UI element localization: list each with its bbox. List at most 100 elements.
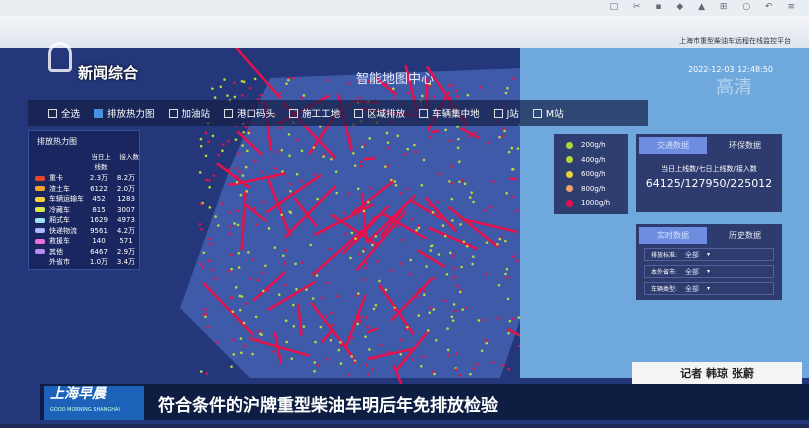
tab-realtime[interactable]: 实时数据 <box>639 227 707 244</box>
heat-point <box>278 293 281 296</box>
checkbox-icon[interactable] <box>169 109 178 118</box>
road-heat <box>432 131 439 133</box>
heat-point <box>430 306 433 309</box>
heat-point <box>373 157 376 160</box>
heat-point <box>261 171 264 174</box>
checkbox-icon[interactable] <box>354 109 363 118</box>
checkbox-icon[interactable] <box>494 109 503 118</box>
heat-point <box>242 131 245 134</box>
tab-traffic-data[interactable]: 交通数据 <box>639 137 707 154</box>
heat-point <box>340 344 343 347</box>
heat-point <box>211 268 214 271</box>
heat-point <box>200 138 203 141</box>
online-count: 6122 <box>85 185 113 193</box>
filter-select[interactable]: 本外省市:全部▾ <box>644 265 774 278</box>
heat-point <box>260 94 263 97</box>
heat-point <box>448 180 451 183</box>
heat-point <box>357 188 360 191</box>
heat-point <box>423 159 426 162</box>
browser-tool-icons[interactable]: □ ✂ ▪ ◆ ▲ ⊞ ○ ↶ ≡ <box>610 2 801 12</box>
heat-point <box>472 255 475 258</box>
heat-point <box>230 254 233 257</box>
legend-label: 1000g/h <box>581 199 610 207</box>
filter-checkbox[interactable]: J站 <box>494 106 519 120</box>
filter-checkbox[interactable]: 全选 <box>48 106 80 120</box>
heat-point <box>351 232 354 235</box>
filter-checkbox[interactable]: 加油站 <box>169 106 211 120</box>
heat-point <box>430 136 433 139</box>
total-count: 3.4万 <box>113 257 139 267</box>
heat-point <box>446 273 449 276</box>
heat-point <box>232 353 235 356</box>
heat-point <box>452 225 455 228</box>
heat-point <box>235 286 238 289</box>
heat-point <box>301 150 304 153</box>
online-count: 140 <box>85 237 113 245</box>
filter-label: 车辆集中地 <box>432 106 480 120</box>
checkbox-icon[interactable] <box>224 109 233 118</box>
heat-point <box>452 255 455 258</box>
heat-point <box>206 326 209 329</box>
heat-point <box>456 95 459 98</box>
filter-checkbox[interactable]: M站 <box>533 106 564 120</box>
tab-env-data[interactable]: 环保数据 <box>711 137 779 154</box>
heat-point <box>400 338 403 341</box>
heat-point <box>376 260 379 263</box>
hd-watermark: 高清 <box>716 78 752 98</box>
heat-point <box>429 249 432 252</box>
tab-history[interactable]: 历史数据 <box>711 227 779 244</box>
heat-point <box>280 214 283 217</box>
filter-checkbox[interactable]: 施工工地 <box>289 106 340 120</box>
heat-point <box>235 138 238 141</box>
heat-point <box>461 308 464 311</box>
vehicle-icon <box>35 186 45 191</box>
checkbox-icon[interactable] <box>419 109 428 118</box>
heat-point <box>453 267 456 270</box>
heat-point <box>428 311 431 314</box>
filter-select[interactable]: 车辆类型:全部▾ <box>644 282 774 295</box>
heat-point <box>385 288 388 291</box>
heat-point <box>364 335 367 338</box>
heat-point <box>443 218 446 221</box>
heat-point <box>361 146 364 149</box>
heat-point <box>517 147 520 150</box>
heat-point <box>498 284 501 287</box>
checkbox-icon[interactable] <box>289 109 298 118</box>
heat-point <box>245 166 248 169</box>
heat-point <box>503 127 506 130</box>
heat-point <box>353 361 356 364</box>
checkbox-icon[interactable] <box>94 109 103 118</box>
heat-point <box>459 374 462 377</box>
heat-point <box>511 196 514 199</box>
heat-point <box>303 325 306 328</box>
heat-point <box>393 180 396 183</box>
checkbox-icon[interactable] <box>48 109 57 118</box>
heat-point <box>447 354 450 357</box>
heat-point <box>407 188 410 191</box>
heat-point <box>267 289 270 292</box>
filter-checkbox[interactable]: 港口码头 <box>224 106 275 120</box>
heat-point <box>248 132 251 135</box>
heat-point <box>452 319 455 322</box>
vehicle-icon <box>35 260 45 265</box>
heat-point <box>457 147 460 150</box>
filter-checkbox[interactable]: 车辆集中地 <box>419 106 480 120</box>
filter-label: M站 <box>546 106 564 120</box>
heat-point <box>425 255 428 258</box>
heat-point <box>234 96 237 99</box>
heat-point <box>484 209 487 212</box>
heat-point <box>221 149 224 152</box>
filter-checkbox[interactable]: 区域排放 <box>354 106 405 120</box>
heat-point <box>223 78 226 81</box>
filter-checkbox[interactable]: 排放热力图 <box>94 106 155 120</box>
heat-point <box>233 81 236 84</box>
total-count: 3007 <box>113 206 139 214</box>
filter-select[interactable]: 排放标准:全部▾ <box>644 248 774 261</box>
heat-point <box>481 349 484 352</box>
checkbox-icon[interactable] <box>533 109 542 118</box>
online-count: 1.0万 <box>85 257 113 267</box>
